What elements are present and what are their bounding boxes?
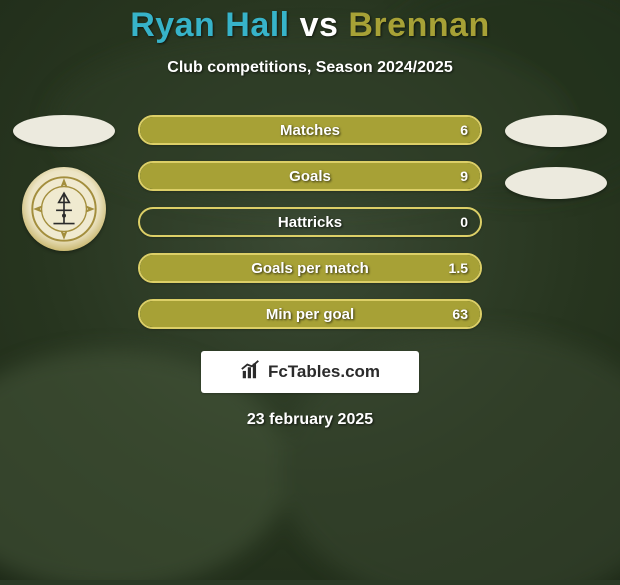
vs-label: vs — [300, 6, 339, 44]
stat-bar-value-right: 0 — [460, 209, 468, 235]
player1-club-crest — [22, 167, 106, 251]
brand-text: FcTables.com — [268, 362, 380, 382]
stat-bar: Matches6 — [138, 115, 482, 145]
player1-name: Ryan Hall — [130, 6, 289, 44]
bar-chart-icon — [240, 359, 262, 386]
player1-avatar — [13, 115, 115, 147]
stat-bar-fill — [140, 117, 480, 143]
page-title: Ryan Hall vs Brennan — [0, 6, 620, 45]
player2-name: Brennan — [348, 6, 489, 44]
infographic-container: Ryan Hall vs Brennan Club competitions, … — [0, 0, 620, 580]
stat-bars: Matches6 Goals9 Hattricks0 Goals per match1… — [120, 115, 500, 329]
stat-bar-fill — [140, 301, 480, 327]
main-row: Matches6 Goals9 Hattricks0 Goals per match1… — [0, 115, 620, 329]
player2-avatar — [505, 115, 607, 147]
stat-bar-value-right: 9 — [460, 163, 468, 189]
date-text: 23 february 2025 — [0, 411, 620, 429]
stat-bar-fill — [140, 163, 480, 189]
stat-bar-value-right: 63 — [452, 301, 468, 327]
right-side — [500, 115, 612, 199]
stat-bar: Goals per match1.5 — [138, 253, 482, 283]
stat-bar: Min per goal63 — [138, 299, 482, 329]
stat-bar: Goals9 — [138, 161, 482, 191]
stat-bar-value-right: 1.5 — [449, 255, 468, 281]
stat-bar-fill — [140, 255, 480, 281]
player2-club-badge — [505, 167, 607, 199]
stat-bar-label: Hattricks — [140, 209, 480, 235]
brand-card: FcTables.com — [201, 351, 419, 393]
stat-bar: Hattricks0 — [138, 207, 482, 237]
left-side — [8, 115, 120, 251]
stat-bar-value-right: 6 — [460, 117, 468, 143]
subtitle: Club competitions, Season 2024/2025 — [0, 59, 620, 77]
